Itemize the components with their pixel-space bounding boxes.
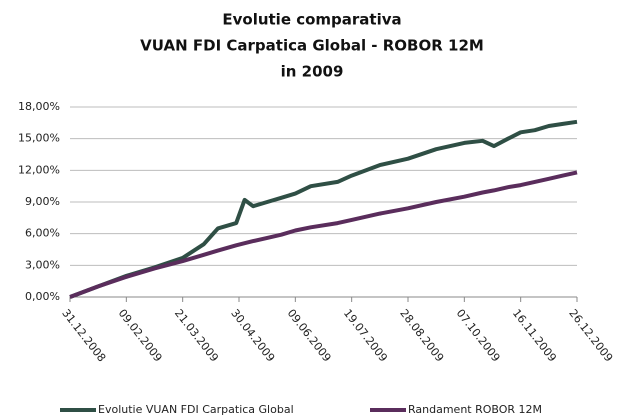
x-tick-label: 16.11.2009 xyxy=(510,307,559,365)
y-tick-label: 3,00% xyxy=(25,258,60,271)
x-tick-label: 09.06.2009 xyxy=(285,307,334,365)
x-tick-label: 28.08.2009 xyxy=(397,307,446,365)
x-tick-label: 26.12.2009 xyxy=(566,307,615,365)
x-tick-label: 31.12.2008 xyxy=(59,307,108,365)
x-tick-label: 21.03.2009 xyxy=(172,307,221,365)
y-tick-label: 12,00% xyxy=(18,163,60,176)
line-series xyxy=(69,170,578,299)
y-tick-label: 6,00% xyxy=(25,227,60,240)
y-tick-label: 0,00% xyxy=(25,290,60,303)
y-tick-label: 9,00% xyxy=(25,195,60,208)
chart-title: in 2009 xyxy=(281,63,344,81)
legend-label: Evolutie VUAN FDI Carpatica Global xyxy=(98,403,294,416)
x-tick-label: 30.04.2009 xyxy=(228,307,277,365)
y-tick-label: 15,00% xyxy=(18,132,60,145)
chart-title: VUAN FDI Carpatica Global - ROBOR 12M xyxy=(140,37,484,55)
x-tick-label: 07.10.2009 xyxy=(454,307,503,365)
y-tick-label: 18,00% xyxy=(18,100,60,113)
x-tick-label: 09.02.2009 xyxy=(116,307,165,365)
x-tick-label: 19.07.2009 xyxy=(341,307,390,365)
chart-title: Evolutie comparativa xyxy=(222,11,401,29)
line-series xyxy=(69,119,578,299)
legend-label: Randament ROBOR 12M xyxy=(408,403,542,416)
